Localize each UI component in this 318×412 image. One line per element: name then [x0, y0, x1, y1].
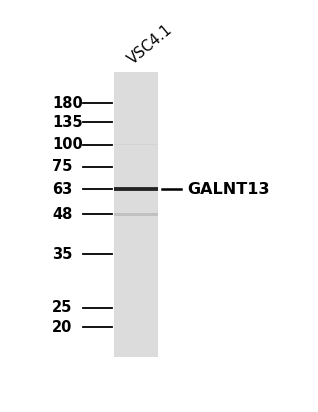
Text: 63: 63 — [52, 182, 72, 197]
Bar — [114, 144, 158, 145]
Text: 48: 48 — [52, 207, 73, 222]
Text: 100: 100 — [52, 137, 83, 152]
Text: VSC4.1: VSC4.1 — [125, 21, 175, 67]
Text: 25: 25 — [52, 300, 73, 316]
Bar — [114, 187, 158, 191]
Text: 20: 20 — [52, 320, 73, 335]
Bar — [114, 188, 158, 190]
Text: 75: 75 — [52, 159, 73, 174]
Text: GALNT13: GALNT13 — [188, 182, 270, 197]
Bar — [114, 213, 158, 215]
Text: 135: 135 — [52, 115, 83, 130]
Text: 35: 35 — [52, 246, 73, 262]
Bar — [114, 188, 158, 190]
Bar — [114, 72, 158, 357]
Text: 180: 180 — [52, 96, 83, 111]
